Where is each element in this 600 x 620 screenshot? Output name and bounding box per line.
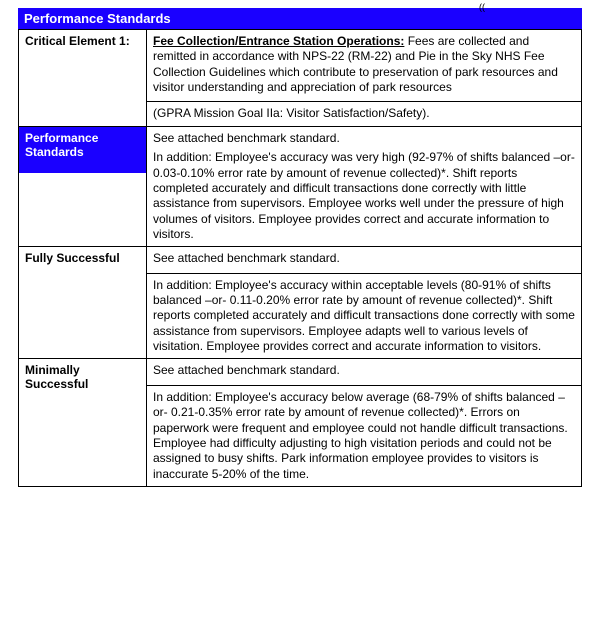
inner-divider: [147, 385, 581, 386]
row-fully-successful: Fully Successful See attached benchmark …: [19, 247, 582, 359]
label-performance-standards-wrap: Performance Standards: [19, 126, 147, 247]
row-performance-standards: Performance Standards See attached bench…: [19, 126, 582, 247]
fully-line2: In addition: Employee's accuracy within …: [153, 278, 575, 355]
min-line2: In addition: Employee's accuracy below a…: [153, 390, 575, 482]
gpra-line: (GPRA Mission Goal IIa: Visitor Satisfac…: [153, 106, 575, 121]
section-header: Performance Standards: [18, 8, 582, 30]
label-minimally-successful: Minimally Successful: [19, 359, 147, 487]
perfstd-line2: In addition: Employee's accuracy was ver…: [153, 150, 575, 242]
perfstd-line1: See attached benchmark standard.: [153, 131, 575, 146]
crit-title: Fee Collection/Entrance Station Operatio…: [153, 34, 404, 48]
min-line1: See attached benchmark standard.: [153, 363, 575, 378]
row-minimally-successful: Minimally Successful See attached benchm…: [19, 359, 582, 487]
body-performance-standards: See attached benchmark standard. In addi…: [147, 126, 582, 247]
body-critical-element: Fee Collection/Entrance Station Operatio…: [147, 30, 582, 126]
label-critical-element: Critical Element 1:: [19, 30, 147, 126]
fully-line1: See attached benchmark standard.: [153, 251, 575, 266]
inner-divider: [147, 273, 581, 274]
document-page: (( Performance Standards Critical Elemen…: [0, 0, 600, 505]
body-minimally-successful: See attached benchmark standard. In addi…: [147, 359, 582, 487]
label-performance-standards: Performance Standards: [19, 127, 146, 173]
row-critical-element: Critical Element 1: Fee Collection/Entra…: [19, 30, 582, 126]
inner-divider: [147, 101, 581, 102]
standards-table: Critical Element 1: Fee Collection/Entra…: [18, 30, 582, 487]
body-fully-successful: See attached benchmark standard. In addi…: [147, 247, 582, 359]
label-fully-successful: Fully Successful: [19, 247, 147, 359]
top-fragment: ((: [479, 2, 485, 12]
